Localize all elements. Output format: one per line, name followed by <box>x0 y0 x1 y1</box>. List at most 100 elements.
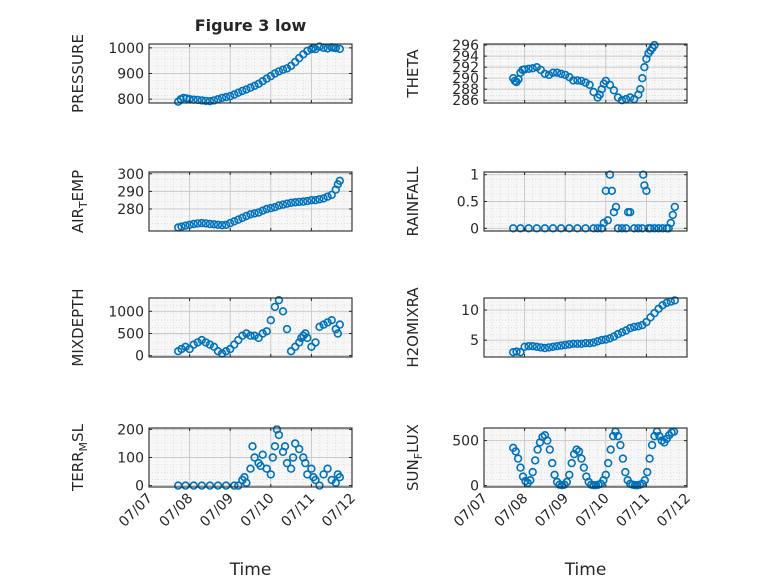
data-point <box>266 316 275 325</box>
data-point <box>323 192 332 201</box>
data-point <box>303 333 312 343</box>
data-point <box>177 222 186 231</box>
data-point <box>217 93 227 103</box>
data-point <box>621 326 631 335</box>
data-point <box>315 42 324 51</box>
data-point <box>295 197 304 207</box>
data-point <box>242 85 251 94</box>
series-markers <box>509 40 659 105</box>
data-point <box>193 338 202 347</box>
data-point <box>315 481 324 490</box>
data-point <box>274 430 284 440</box>
x-tick-label: 07/09 <box>197 491 237 531</box>
data-point <box>520 65 529 74</box>
data-point <box>274 201 284 210</box>
data-point <box>197 481 207 490</box>
data-point <box>603 458 613 468</box>
data-point <box>625 208 635 217</box>
data-point <box>606 445 615 454</box>
data-point <box>593 224 602 233</box>
data-point <box>319 470 328 479</box>
data-point <box>642 467 652 477</box>
data-point <box>286 198 296 208</box>
data-point <box>307 196 316 205</box>
data-point <box>536 343 545 352</box>
x-tick-label: 07/10 <box>238 491 278 531</box>
x-tick-label: 07/11 <box>278 491 318 531</box>
data-point <box>323 464 332 473</box>
data-point <box>579 463 589 472</box>
data-point <box>524 224 533 233</box>
data-point <box>650 40 659 50</box>
y-axis-label: MIXDEPTH <box>69 288 87 366</box>
data-point <box>189 481 198 490</box>
data-point <box>526 476 535 485</box>
data-point <box>278 200 288 209</box>
axes-box <box>148 297 353 358</box>
data-point <box>609 86 619 95</box>
data-point <box>640 62 649 72</box>
data-point <box>638 73 647 83</box>
subplot-4: 0 0.5 1 RAINFALL <box>404 166 688 237</box>
data-point <box>311 475 320 485</box>
data-point <box>335 473 344 482</box>
data-point <box>518 472 528 481</box>
data-point <box>516 463 525 472</box>
y-tick-label: 290 <box>452 71 479 87</box>
data-point <box>274 296 284 305</box>
series-markers <box>509 427 679 490</box>
data-point <box>282 458 292 468</box>
data-point <box>548 342 558 351</box>
data-point <box>616 440 625 450</box>
data-point <box>613 431 623 441</box>
data-point <box>201 219 211 228</box>
data-point <box>221 481 231 490</box>
data-point <box>234 88 243 97</box>
series-markers <box>174 176 344 232</box>
data-point <box>613 224 623 233</box>
data-point <box>248 442 257 451</box>
y-tick-label: 290 <box>117 184 144 200</box>
data-point <box>327 316 336 325</box>
data-point <box>650 224 659 233</box>
data-point <box>577 454 586 463</box>
y-axis-label: PRESSURE <box>69 34 87 113</box>
data-point <box>625 93 635 102</box>
data-point <box>238 86 247 96</box>
data-point <box>573 76 582 85</box>
data-point <box>295 444 304 454</box>
data-point <box>621 224 631 233</box>
data-point <box>574 447 584 456</box>
data-point <box>335 44 344 54</box>
y-tick-label: 1000 <box>108 41 144 57</box>
data-point <box>552 342 562 351</box>
data-point <box>333 329 342 338</box>
data-point <box>666 218 675 228</box>
data-point <box>556 341 566 350</box>
data-point <box>569 339 578 348</box>
subplot-7: 0 100 200 TERRMSL 07/07 07/08 07/09 07/10 07/11 0… <box>69 422 359 580</box>
data-point <box>593 337 602 346</box>
data-point <box>270 442 280 451</box>
data-point <box>605 170 615 179</box>
data-point <box>609 332 619 341</box>
data-point <box>234 215 243 224</box>
data-point <box>246 83 255 92</box>
data-point <box>230 481 239 490</box>
y-tick-label: 200 <box>117 422 144 438</box>
data-point <box>213 220 223 230</box>
data-point <box>221 347 231 356</box>
data-point <box>242 329 251 338</box>
data-point <box>581 78 590 87</box>
data-point <box>670 296 679 305</box>
data-point <box>209 220 219 229</box>
data-point <box>286 464 296 473</box>
data-point <box>655 431 664 441</box>
data-point <box>548 224 558 233</box>
y-tick-label: 900 <box>117 67 144 83</box>
data-point <box>642 186 651 196</box>
data-point <box>323 318 332 327</box>
data-point <box>642 317 651 327</box>
axes-box <box>483 427 688 488</box>
data-point <box>262 464 271 473</box>
